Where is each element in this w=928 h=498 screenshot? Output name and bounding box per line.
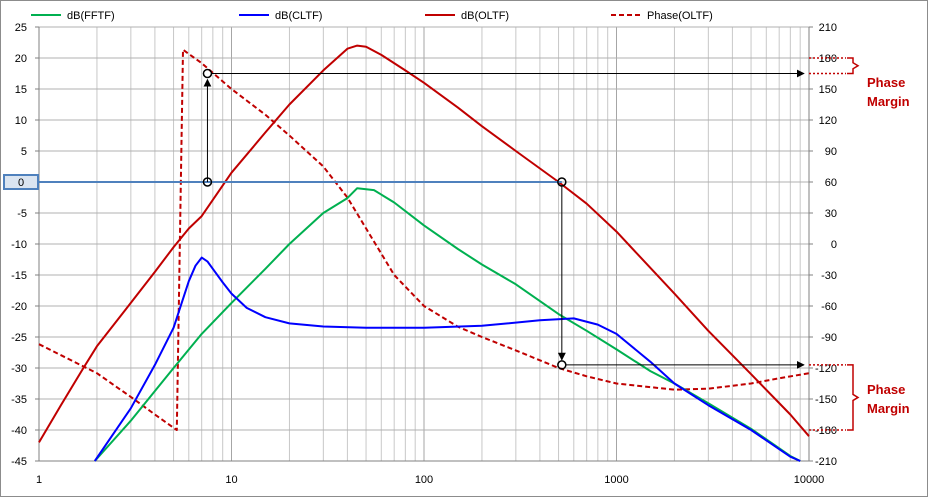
series-line-oltf [38, 44, 810, 443]
left-tick-label: 15 [15, 84, 27, 96]
phase-margin-label-upper-line2: Margin [867, 94, 910, 109]
left-tick-label: -20 [11, 301, 27, 313]
left-tick-label: 5 [21, 146, 27, 158]
zero-label-box [3, 174, 39, 190]
left-tick-label: 10 [15, 115, 27, 127]
left-tick-label: -35 [11, 394, 27, 406]
left-axis-ticks: 25 20 15 10 5 -5 -10 -15 -20 -25 -30 -35 -40 -45 [11, 22, 39, 468]
left-tick-label: 20 [15, 53, 27, 65]
crossover-marker [202, 68, 213, 79]
right-tick-label: -210 [815, 456, 837, 468]
x-axis-ticks: 1 10 100 1000 10000 [36, 474, 824, 486]
series-line-fftf [94, 187, 801, 462]
right-tick-label: -150 [815, 394, 837, 406]
left-tick-label: -15 [11, 270, 27, 282]
right-tick-label: -120 [815, 363, 837, 375]
right-tick-label: 30 [825, 208, 837, 220]
crossover-marker [202, 177, 213, 187]
right-tick-label: -180 [815, 425, 837, 437]
left-tick-label: -25 [11, 332, 27, 344]
right-tick-label: 150 [819, 84, 837, 96]
right-tick-label: 210 [819, 22, 837, 34]
x-tick-label: 1 [36, 474, 42, 486]
x-tick-label: 1000 [604, 474, 628, 486]
gridlines [38, 26, 810, 462]
right-tick-label: -60 [821, 301, 837, 313]
left-tick-label: -40 [11, 425, 27, 437]
left-tick-label: -45 [11, 456, 27, 468]
legend-label-oltf: dB(OLTF) [461, 10, 509, 22]
series-line-phase [38, 48, 810, 431]
phase-margin-label-lower-line2: Margin [867, 401, 910, 416]
left-tick-label: -5 [17, 208, 27, 220]
crossover-marker [557, 360, 567, 370]
x-tick-label: 100 [415, 474, 433, 486]
legend: dB(FFTF) dB(CLTF) dB(OLTF) Phase(OLTF) [31, 10, 713, 22]
right-tick-label: -90 [821, 332, 837, 344]
x-tick-label: 10000 [794, 474, 825, 486]
zero-label-text: 0 [18, 177, 24, 189]
right-tick-label: 60 [825, 177, 837, 189]
phase-margin-label-lower: Phase [867, 382, 905, 397]
brace-upper [847, 57, 860, 75]
left-tick-label: 25 [15, 22, 27, 34]
right-tick-label: 120 [819, 115, 837, 127]
brace-lower [847, 364, 860, 431]
series-lines [38, 44, 810, 462]
right-tick-label: 0 [831, 239, 837, 251]
right-tick-label: 180 [819, 53, 837, 65]
right-tick-label: 90 [825, 146, 837, 158]
x-tick-label: 10 [225, 474, 237, 486]
legend-label-phase: Phase(OLTF) [647, 10, 713, 22]
left-tick-label: -10 [11, 239, 27, 251]
crossover-marker [557, 177, 567, 187]
left-tick-label: -30 [11, 363, 27, 375]
right-axis-ticks: 210 180 150 120 90 60 30 0 -30 -60 -90 -120 -150 -180… [809, 22, 837, 468]
phase-margin-label-upper: Phase [867, 75, 905, 90]
legend-label-fftf: dB(FFTF) [67, 10, 115, 22]
annotations: 0 Phase Margin Phase Margin [3, 57, 910, 431]
series-line-cltf [93, 256, 801, 462]
legend-label-cltf: dB(CLTF) [275, 10, 322, 22]
right-tick-label: -30 [821, 270, 837, 282]
